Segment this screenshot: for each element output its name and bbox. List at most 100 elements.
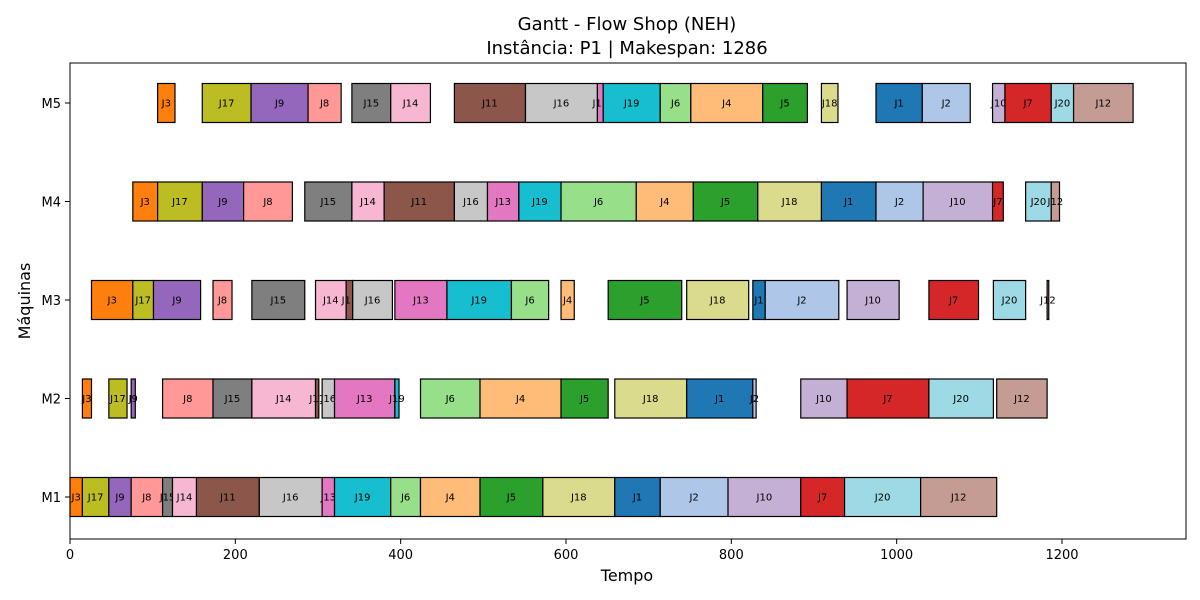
gantt-bar-m1-j12	[920, 476, 998, 518]
gantt-bar-m4-j2	[875, 181, 924, 222]
gantt-bar-m4-j18	[757, 181, 823, 222]
gantt-bar-m4-j3	[132, 181, 159, 222]
gantt-bar-label: J20	[874, 493, 891, 504]
gantt-bar-label: J1	[632, 493, 642, 504]
gantt-bar-label: J10	[756, 493, 773, 504]
gantt-bar-m4-j16	[453, 181, 489, 222]
gantt-bar-label: J19	[470, 296, 487, 307]
gantt-bar-m3-j20	[992, 279, 1027, 321]
gantt-bar-m3-j4	[560, 279, 575, 321]
gantt-bar-label: J16	[282, 493, 299, 504]
gantt-bar-m1-j11	[195, 476, 260, 518]
gantt-bar-label: J17	[171, 197, 188, 208]
gantt-bar-label: J13	[319, 493, 336, 504]
gantt-bar-m3-j8	[212, 279, 233, 321]
gantt-bar-label: J6	[400, 493, 410, 504]
gantt-bar-m2-j9	[130, 378, 136, 419]
gantt-bar-label: J2	[796, 296, 806, 307]
gantt-bar-label: J18	[642, 394, 659, 405]
gantt-bar-m4-j6	[560, 181, 637, 222]
x-axis-label: Tempo	[600, 566, 653, 585]
gantt-bar-label: J14	[176, 493, 193, 504]
gantt-bar-label: J17	[109, 394, 126, 405]
gantt-bar-m3-j9	[152, 279, 202, 321]
gantt-bar-m5-j18	[820, 82, 839, 124]
gantt-bar-label: J12	[950, 493, 967, 504]
gantt-bar-m2-j13	[333, 378, 396, 419]
x-tick-label: 1200	[1045, 548, 1078, 563]
gantt-bar-label: J12	[1047, 197, 1064, 208]
gantt-bar-m3-j12	[1046, 279, 1050, 321]
gantt-bar-label: J1	[753, 296, 763, 307]
gantt-bar-m1-j20	[843, 476, 922, 518]
gantt-bar-m1-j6	[390, 476, 422, 518]
gantt-bar-m4-j14	[351, 181, 385, 222]
gantt-bar-m5-j2	[921, 82, 971, 124]
gantt-bar-label: J6	[445, 394, 455, 405]
gantt-bar-m3-j2	[764, 279, 840, 321]
gantt-bar-m2-j2	[752, 378, 757, 419]
gantt-bar-label: J1	[843, 197, 853, 208]
gantt-bar-m2-j17	[108, 378, 128, 419]
gantt-bar-m3-j13	[394, 279, 448, 321]
gantt-bar-label: J13	[494, 197, 511, 208]
gantt-bar-label: J8	[319, 99, 329, 110]
gantt-bar-label: J9	[274, 99, 284, 110]
gantt-bar-label: J8	[182, 394, 192, 405]
gantt-bar-m5-j7	[1004, 82, 1052, 124]
gantt-bar-label: J2	[941, 99, 951, 110]
y-tick-label-m3: M3	[42, 294, 62, 309]
gantt-bar-label: J3	[71, 493, 81, 504]
gantt-bar-label: J18	[570, 493, 587, 504]
gantt-bar-m5-j12	[1072, 82, 1134, 124]
gantt-bar-label: J7	[1022, 99, 1032, 110]
gantt-bar-m2-j19	[394, 378, 400, 419]
gantt-bar-m1-j2	[659, 476, 729, 518]
gantt-bar-label: J19	[531, 197, 548, 208]
gantt-bar-m1-j1	[614, 476, 661, 518]
x-tick-label: 400	[388, 548, 413, 563]
gantt-bar-m4-j9	[201, 181, 245, 222]
gantt-bar-label: J10	[815, 394, 832, 405]
gantt-bar-m4-j15	[304, 181, 353, 222]
bars-layer: J3 J17 J9 J8 J15 J14 J11 J16 J13 J19 J6 J4 J5 J18 J1 J2…	[69, 82, 1134, 518]
gantt-bar-m2-j20	[928, 378, 994, 419]
gantt-bar-label: J19	[388, 394, 405, 405]
gantt-bar-m4-j17	[157, 181, 203, 222]
gantt-bar-label: J14	[275, 394, 292, 405]
gantt-bar-label: J8	[262, 197, 272, 208]
y-tick-label-m4: M4	[42, 196, 62, 211]
gantt-bar-label: J15	[224, 394, 241, 405]
gantt-bar-m5-j14	[390, 82, 432, 124]
gantt-bar-m5-j15	[351, 82, 392, 124]
gantt-bar-m5-j1	[875, 82, 923, 124]
gantt-bar-label: J10	[949, 197, 966, 208]
gantt-bar-m2-j4	[479, 378, 562, 419]
gantt-bar-label: J6	[524, 296, 534, 307]
gantt-bar-label: J12	[1013, 394, 1030, 405]
gantt-bar-m4-j7	[991, 181, 1004, 222]
gantt-bar-label: J18	[781, 197, 798, 208]
gantt-bar-label: J11	[481, 99, 498, 110]
gantt-bar-label: J12	[1039, 296, 1056, 307]
gantt-bar-label: J14	[359, 197, 376, 208]
chart-subtitle: Instância: P1 | Makespan: 1286	[486, 38, 767, 59]
gantt-bar-label: J1	[714, 394, 724, 405]
gantt-bar-label: J10	[990, 99, 1007, 110]
gantt-bar-m3-j6	[510, 279, 550, 321]
x-tick-label: 800	[719, 548, 744, 563]
gantt-bar-label: J13	[356, 394, 373, 405]
gantt-bar-label: J2	[749, 394, 759, 405]
x-tick-label: 600	[554, 548, 579, 563]
gantt-bar-label: J15	[159, 493, 176, 504]
gantt-bar-m2-j7	[846, 378, 930, 419]
gantt-bar-m3-j19	[446, 279, 513, 321]
gantt-bar-m1-j4	[419, 476, 481, 518]
gantt-bar-label: J12	[1094, 99, 1111, 110]
gantt-bar-label: J5	[720, 197, 730, 208]
gantt-bar-label: J16	[462, 197, 479, 208]
gantt-bar-label: J19	[623, 99, 640, 110]
gantt-bar-m5-j8	[307, 82, 342, 124]
gantt-bar-label: J9	[217, 197, 227, 208]
